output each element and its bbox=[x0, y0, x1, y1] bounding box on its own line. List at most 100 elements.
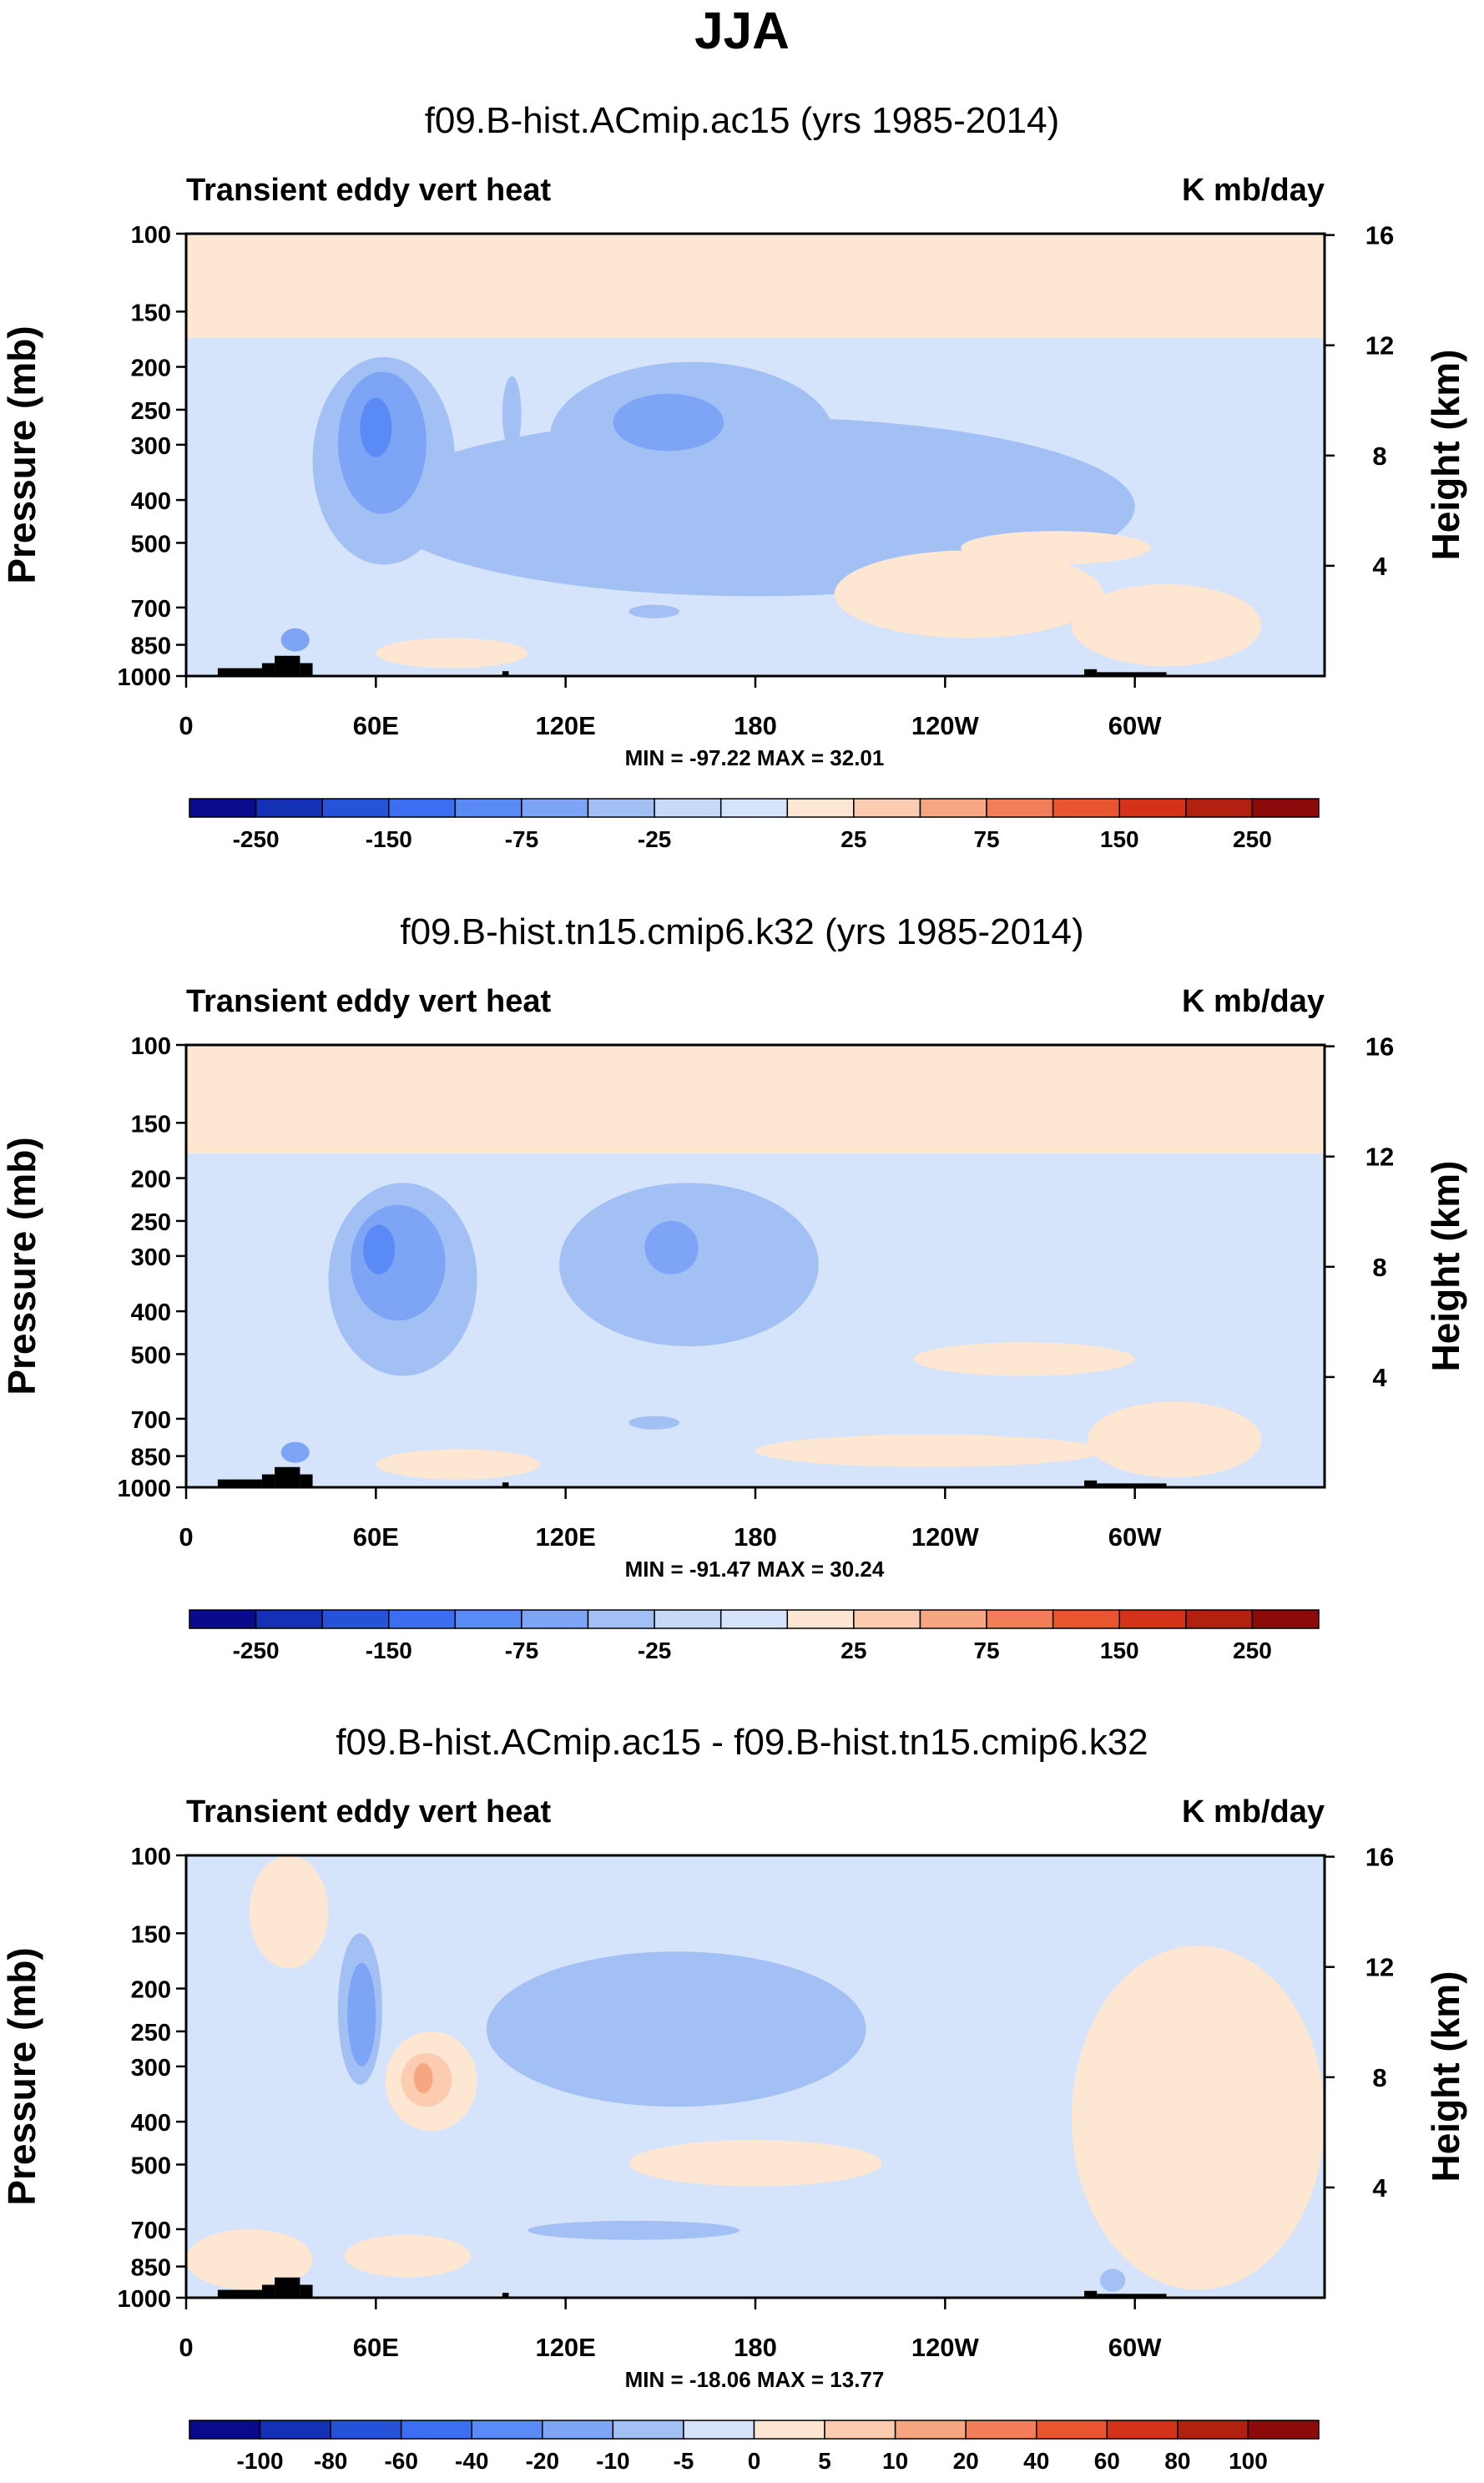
topography bbox=[1097, 672, 1167, 676]
colorbar-box bbox=[189, 798, 257, 818]
colorbar-box bbox=[454, 798, 522, 818]
colorbar-label: 60 bbox=[1094, 2448, 1120, 2474]
x-tick-label: 120W bbox=[911, 1522, 980, 1552]
colorbar-label: 250 bbox=[1233, 1638, 1272, 1663]
colorbar-box bbox=[786, 1609, 855, 1629]
colorbar-box bbox=[521, 1609, 589, 1629]
x-tick-label: 180 bbox=[734, 2333, 777, 2362]
contour-region bbox=[644, 1220, 699, 1274]
colorbar-box bbox=[189, 2420, 261, 2440]
y-tick-label: 250 bbox=[131, 398, 171, 425]
x-tick-label: 0 bbox=[179, 711, 193, 740]
topography bbox=[261, 2284, 275, 2298]
x-tick-label: 60E bbox=[353, 2333, 399, 2362]
y-tick-label: 250 bbox=[131, 1209, 171, 1236]
min-max-stats: MIN = -91.47 MAX = 30.24 bbox=[625, 1557, 885, 1582]
y-axis-label: Pressure (mb) bbox=[0, 1947, 43, 2205]
x-tick-label: 60W bbox=[1108, 2333, 1162, 2362]
y-tick-label: 300 bbox=[131, 433, 171, 460]
x-tick-label: 60W bbox=[1108, 711, 1162, 740]
contour-region bbox=[628, 2140, 882, 2187]
colorbar-label: -150 bbox=[366, 826, 412, 852]
colorbar-box bbox=[719, 798, 789, 818]
min-max-stats: MIN = -97.22 MAX = 32.01 bbox=[625, 745, 885, 770]
topography bbox=[300, 663, 313, 676]
y-tick-label: 850 bbox=[131, 2255, 171, 2282]
y-tick-label: 300 bbox=[131, 2055, 171, 2082]
height-axis-label: Height (km) bbox=[1424, 1161, 1467, 1372]
colorbar-label: -250 bbox=[233, 1638, 280, 1663]
x-tick-label: 0 bbox=[179, 1522, 193, 1552]
contour-region bbox=[376, 638, 528, 669]
contour-region bbox=[628, 604, 680, 618]
colorbar-label: -80 bbox=[314, 2448, 347, 2474]
colorbar-label: -75 bbox=[505, 826, 538, 852]
y-tick-label: 500 bbox=[131, 1342, 171, 1369]
colorbar-box bbox=[1118, 1609, 1187, 1629]
contour-region bbox=[1099, 2269, 1126, 2292]
height-tick-label: 4 bbox=[1372, 2173, 1387, 2203]
colorbar-box bbox=[894, 2420, 967, 2440]
topography bbox=[300, 1474, 313, 1487]
y-tick-label: 250 bbox=[131, 2020, 171, 2046]
colorbar-box bbox=[1036, 2420, 1108, 2440]
colorbar-label: 10 bbox=[882, 2448, 908, 2474]
colorbar-box bbox=[853, 798, 921, 818]
topography bbox=[217, 1479, 262, 1487]
colorbar-box bbox=[255, 798, 323, 818]
y-tick-label: 200 bbox=[131, 1977, 171, 2004]
colorbar-box bbox=[255, 1609, 323, 1629]
colorbar-box bbox=[786, 798, 855, 818]
contour-region bbox=[834, 550, 1103, 638]
colorbar-box bbox=[1185, 1609, 1254, 1629]
colorbar-label: -250 bbox=[233, 826, 280, 852]
left-string: Transient eddy vert heat bbox=[186, 1794, 551, 1829]
topography bbox=[275, 1466, 300, 1487]
contour-region bbox=[249, 1855, 329, 1969]
colorbar-box bbox=[1177, 2420, 1249, 2440]
contour-region bbox=[360, 397, 392, 457]
topography bbox=[1097, 2294, 1167, 2298]
contour-region bbox=[351, 1204, 446, 1321]
contour-region bbox=[486, 1951, 866, 2107]
y-tick-label: 150 bbox=[131, 1111, 171, 1138]
y-tick-label: 400 bbox=[131, 1300, 171, 1326]
colorbar-label: -40 bbox=[455, 2448, 488, 2474]
colorbar-box bbox=[612, 2420, 684, 2440]
colorbar-box bbox=[542, 2420, 614, 2440]
colorbar-label: -20 bbox=[526, 2448, 559, 2474]
contour-region bbox=[527, 2220, 740, 2240]
colorbar-label: -150 bbox=[366, 1638, 412, 1663]
colorbar-box bbox=[1251, 798, 1320, 818]
topography bbox=[1097, 1483, 1167, 1487]
topography bbox=[1084, 669, 1098, 676]
colorbar-box bbox=[1052, 1609, 1120, 1629]
colorbar-label: -75 bbox=[505, 1638, 538, 1663]
y-tick-label: 400 bbox=[131, 488, 171, 515]
contour-region bbox=[275, 457, 306, 638]
colorbar-box bbox=[853, 1609, 921, 1629]
chart-panel-2: f09.B-hist.tn15.cmip6.k32 (yrs 1985-2014… bbox=[0, 911, 1467, 1663]
contour-region bbox=[755, 1434, 1103, 1467]
y-tick-label: 200 bbox=[131, 356, 171, 382]
colorbar-box bbox=[919, 798, 987, 818]
colorbar-box bbox=[753, 2420, 825, 2440]
x-tick-label: 120W bbox=[911, 711, 980, 740]
y-tick-label: 1000 bbox=[117, 664, 171, 691]
height-tick-label: 16 bbox=[1365, 1032, 1394, 1062]
x-tick-label: 180 bbox=[734, 711, 777, 740]
contour-region bbox=[913, 1342, 1135, 1376]
heatmap-field bbox=[186, 1045, 1325, 1487]
height-tick-label: 8 bbox=[1372, 442, 1386, 471]
chart-panel-3: f09.B-hist.ACmip.ac15 - f09.B-hist.tn15.… bbox=[0, 1722, 1467, 2474]
colorbar-label: 20 bbox=[953, 2448, 979, 2474]
x-tick-label: 120W bbox=[911, 2333, 980, 2362]
colorbar-box bbox=[719, 1609, 789, 1629]
colorbar-label: -25 bbox=[638, 826, 671, 852]
x-tick-label: 120E bbox=[535, 1522, 595, 1552]
colorbar-label: 0 bbox=[748, 2448, 761, 2474]
y-axis-label: Pressure (mb) bbox=[0, 326, 43, 583]
colorbar-box bbox=[986, 798, 1054, 818]
colorbar-label: -25 bbox=[638, 1638, 671, 1663]
colorbar-label: 80 bbox=[1164, 2448, 1190, 2474]
